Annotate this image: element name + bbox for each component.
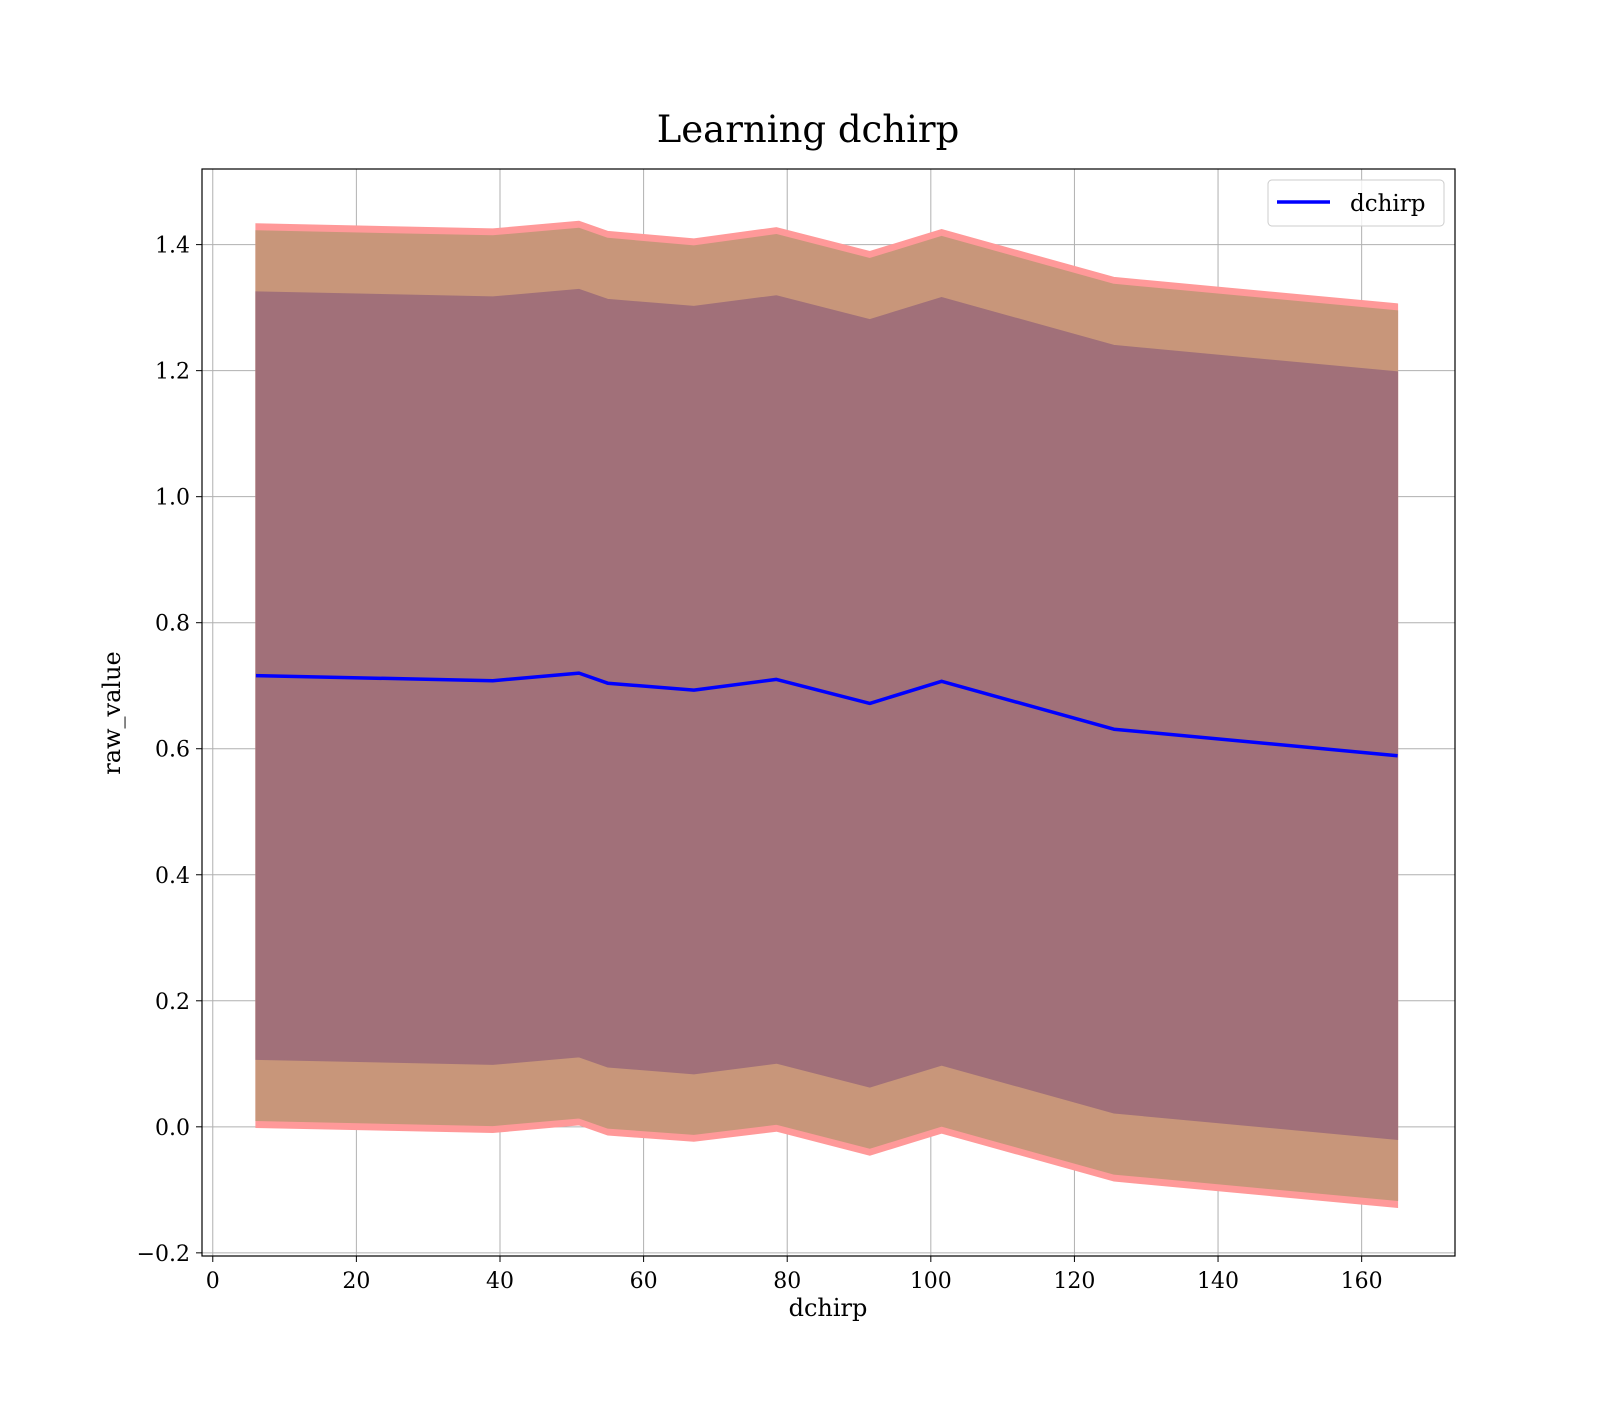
x-tick-label: 80: [773, 1269, 801, 1294]
y-tick-label: 0.6: [155, 738, 190, 763]
y-tick-label: 0.2: [155, 990, 190, 1015]
x-axis-label: dchirp: [789, 1294, 868, 1322]
legend-label-dchirp: dchirp: [1350, 191, 1426, 217]
y-tick-label: −0.2: [137, 1242, 190, 1267]
x-tick-label: 60: [630, 1269, 658, 1294]
chart-title: Learning dchirp: [657, 108, 960, 151]
y-tick-label: 1.0: [155, 486, 190, 511]
y-tick-label: 0.8: [155, 612, 190, 637]
y-tick-label: 0.0: [155, 1116, 190, 1141]
x-tick-label: 100: [910, 1269, 952, 1294]
x-tick-label: 160: [1341, 1269, 1383, 1294]
legend: dchirp: [1268, 180, 1444, 226]
y-tick-label: 0.4: [155, 864, 190, 889]
y-tick-label: 1.2: [155, 360, 190, 385]
x-tick-label: 140: [1197, 1269, 1239, 1294]
x-tick-label: 40: [486, 1269, 514, 1294]
y-tick-label: 1.4: [155, 234, 190, 259]
confidence-band-2: [256, 289, 1398, 1139]
x-tick-label: 0: [206, 1269, 220, 1294]
y-axis-label: raw_value: [98, 651, 126, 775]
band-layer: [256, 221, 1398, 1207]
x-tick-label: 120: [1053, 1269, 1095, 1294]
x-tick-label: 20: [342, 1269, 370, 1294]
